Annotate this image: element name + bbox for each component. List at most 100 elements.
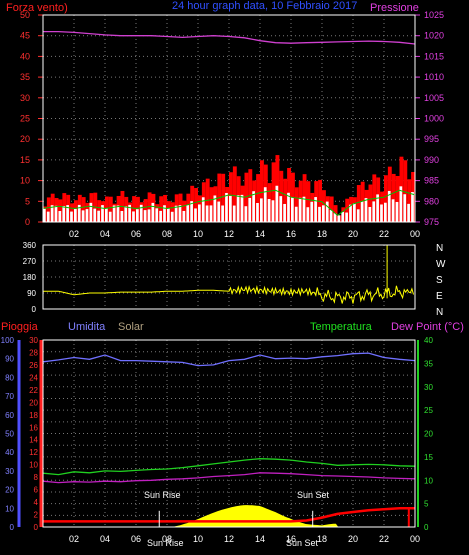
temperature-tick-label: 0	[424, 523, 429, 532]
temperature-tick-label: 30	[424, 383, 433, 392]
direction-tick-label: 360	[23, 241, 37, 250]
y-right-tick-label: 985	[424, 176, 439, 186]
wind-base-bar	[372, 201, 376, 222]
right-label: Pressione	[370, 2, 419, 14]
wind-gust-bar	[294, 187, 299, 222]
x-tick-label: 08	[162, 534, 172, 544]
wind-base-bar	[194, 208, 197, 222]
marks-layer	[42, 30, 416, 527]
wind-base-bar	[384, 202, 387, 222]
wind-base-bar	[267, 199, 271, 222]
temperature-tick-label: 10	[424, 476, 433, 485]
y-right-tick-label: 980	[424, 196, 439, 206]
wind-gust-bar	[391, 173, 396, 222]
text-layer: Forza vento) 24 hour graph data, 10 Febb…	[1, 0, 464, 548]
wind-gust-bar	[306, 181, 311, 222]
y-left-tick-label: 30	[20, 93, 30, 103]
wind-base-bar	[345, 212, 348, 222]
y-left-tick-label: 45	[20, 31, 30, 41]
wind-base-bar	[132, 211, 135, 222]
wind-base-bar	[263, 187, 267, 222]
humidity-line	[42, 352, 416, 367]
wind-base-bar	[43, 208, 46, 222]
humidity-tick-label: 26	[29, 361, 38, 370]
y-right-tick-label: 1005	[424, 93, 444, 103]
humidity-tick-label: 24	[29, 373, 38, 382]
direction-tick-label: 270	[23, 257, 37, 266]
wind-gust-bar	[345, 198, 350, 222]
wind-gust-bar	[132, 196, 136, 222]
wind-base-bar	[108, 211, 112, 222]
wind-base-bar	[58, 211, 62, 222]
wind-base-bar	[167, 208, 170, 222]
wind-gust-bar	[46, 197, 51, 222]
wind-gust-bar	[407, 179, 412, 222]
direction-panel-frame	[42, 244, 416, 310]
humidity-tick-label: 28	[29, 348, 38, 357]
compass-label: N	[436, 307, 443, 318]
humidity-tick-label: 0	[34, 523, 39, 532]
y-right-tick-label: 995	[424, 134, 439, 144]
y-left-tick-label: 5	[25, 196, 30, 206]
y-left-tick-label: 10	[20, 176, 30, 186]
y-right-tick-label: 990	[424, 155, 439, 165]
humidity-tick-label: 16	[29, 423, 38, 432]
direction-tick-label: 180	[23, 273, 37, 282]
humidity-tick-label: 18	[29, 411, 38, 420]
wind-base-bar	[279, 196, 283, 222]
pressure-line	[43, 30, 416, 45]
wind-base-bar	[244, 206, 248, 222]
wind-base-bar	[411, 192, 414, 222]
x-tick-label: 10	[193, 534, 203, 544]
wind-base-bar	[198, 204, 201, 222]
y-left-tick-label: 25	[20, 114, 30, 124]
wind-base-bar	[318, 206, 321, 222]
rain-tick-label: 20	[5, 486, 14, 495]
sunset-axis-label: Sun Set	[286, 538, 319, 548]
rain-line	[43, 507, 415, 523]
wind-gust-bar	[260, 160, 264, 222]
y-right-tick-label: 1015	[424, 51, 444, 61]
y-left-tick-label: 35	[20, 72, 30, 82]
wind-base-bar	[124, 206, 128, 222]
wind-gust-bar	[384, 175, 388, 222]
x-tick-label: 18	[317, 229, 327, 239]
wind-gust-bar	[271, 162, 276, 222]
x-tick-label: 04	[100, 534, 110, 544]
wind-base-bar	[143, 210, 147, 222]
x-tick-label: 08	[162, 229, 172, 239]
wind-base-bar	[229, 195, 232, 222]
rain-tick-label: 70	[5, 392, 14, 401]
y-right-tick-label: 1025	[424, 10, 444, 20]
rain-tick-label: 90	[5, 355, 14, 364]
x-tick-label: 12	[224, 229, 234, 239]
wind-gust-bar	[209, 187, 214, 222]
wind-base-bar	[310, 201, 314, 222]
wind-average-line	[42, 189, 416, 217]
humidity-tick-label: 10	[29, 461, 38, 470]
wind-base-bar	[325, 201, 329, 222]
x-tick-label: 10	[193, 229, 203, 239]
wind-base-bar	[287, 192, 290, 222]
wind-base-bar	[380, 204, 383, 222]
wind-base-bar	[314, 197, 317, 222]
wind-base-bar	[407, 203, 410, 222]
rain-tick-label: 100	[1, 336, 15, 345]
wind-base-bar	[232, 205, 236, 222]
y-left-tick-label: 50	[20, 10, 30, 20]
temperature-tick-label: 5	[424, 500, 429, 509]
wind-base-bar	[294, 206, 298, 222]
wind-base-bar	[147, 209, 151, 222]
wind-base-bar	[291, 197, 294, 222]
rain-tick-label: 30	[5, 467, 14, 476]
wind-panel-frame	[42, 14, 416, 223]
wind-gust-bar	[147, 192, 152, 222]
wind-gust-bar	[329, 196, 334, 222]
wind-base-bar	[306, 207, 310, 222]
wind-base-bar	[349, 204, 352, 222]
wind-base-bar	[159, 210, 162, 222]
wind-base-bar	[283, 203, 286, 222]
rain-tick-label: 60	[5, 411, 14, 420]
wind-base-bar	[236, 195, 240, 222]
wind-base-bar	[341, 211, 345, 222]
